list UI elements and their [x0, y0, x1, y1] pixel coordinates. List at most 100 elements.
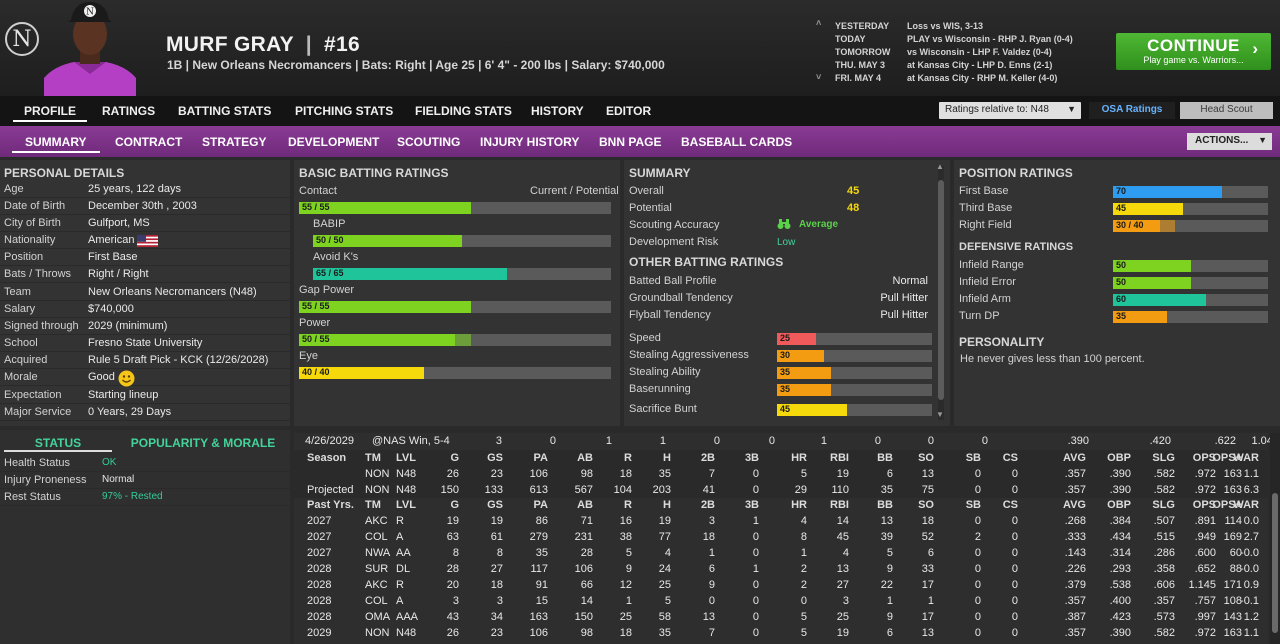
- stat-cell: 0: [1011, 611, 1018, 623]
- tab-pitching-stats[interactable]: PITCHING STATS: [295, 104, 394, 118]
- past-year-row[interactable]: 2027 AKC R 19 19 86 71 16 19 3 1 4 14 13 18 0 0.268.384.…: [294, 514, 1268, 530]
- running-rating-value: 35: [780, 367, 791, 377]
- stat-cell: 1.1: [1243, 627, 1259, 639]
- stat-cell: 3: [842, 595, 849, 607]
- subtab-scouting[interactable]: SCOUTING: [397, 135, 461, 149]
- stat-cell: -0.0: [1240, 547, 1259, 559]
- stat-cell: COL: [365, 531, 388, 543]
- schedule-game: PLAY vs Wisconsin - RHP J. Ryan (0-4): [907, 34, 1073, 44]
- defense-rating-bar: 50: [1113, 277, 1268, 289]
- stat-cell: 2: [800, 579, 807, 591]
- batting-rating-bar: 50 / 50: [313, 235, 611, 247]
- tab-editor[interactable]: EDITOR: [606, 104, 652, 118]
- team-logo[interactable]: N: [5, 22, 39, 56]
- tab-history[interactable]: HISTORY: [531, 104, 584, 118]
- ratings-relative-select[interactable]: Ratings relative to: N48 ▼: [939, 102, 1081, 119]
- stat-cell: 3: [452, 595, 459, 607]
- schedule-day: YESTERDAY: [835, 21, 890, 31]
- stat-cell: 3B: [744, 499, 759, 511]
- chevron-down-icon[interactable]: ˅: [816, 72, 822, 82]
- past-year-row[interactable]: 2027 COL A 63 61 279 231 38 77 18 0 8 45 39 52 2 0 .333 .4…: [294, 530, 1268, 546]
- personal-value: $740,000: [88, 303, 134, 315]
- batting-label: Power: [299, 317, 331, 329]
- batting-label: Gap Power: [299, 284, 355, 296]
- tab-ratings[interactable]: RATINGS: [102, 104, 156, 118]
- past-year-row[interactable]: 2028 COL A 3 3 15 14 1 5 0 0 0 3 1 1 0 0.357.400.357.757…: [294, 594, 1268, 610]
- schedule-row[interactable]: THU. MAY 3 at Kansas City - LHP D. Enns (…: [816, 60, 1086, 73]
- schedule-row[interactable]: TOMORROW vs Wisconsin - LHP F. Valdez (0-…: [816, 47, 1086, 60]
- stat-cell: BB: [877, 499, 893, 511]
- actions-dropdown[interactable]: ACTIONS... ▼: [1187, 133, 1272, 150]
- running-label: Sacrifice Bunt: [629, 403, 697, 415]
- schedule-row[interactable]: ˅ FRI. MAY 4 at Kansas City - RHP M. Kelle…: [816, 72, 1086, 86]
- chevron-down-icon[interactable]: ▼: [936, 410, 944, 419]
- head-scout-button[interactable]: Head Scout: [1180, 102, 1273, 119]
- stat-cell: OBP: [1107, 452, 1131, 464]
- batting-rating-current-fill: [313, 268, 507, 280]
- defense-rating-bar: 50: [1113, 260, 1268, 272]
- past-year-row[interactable]: 2028 SUR DL 28 27 117 106 9 24 6 1 2 13 9 33 0 0 .226 .293…: [294, 562, 1268, 578]
- tab-fielding-stats[interactable]: FIELDING STATS: [415, 104, 512, 118]
- osa-ratings-button[interactable]: OSA Ratings: [1089, 102, 1175, 119]
- stat-cell: 25: [658, 579, 671, 591]
- batting-rating-value: 55 / 55: [302, 301, 330, 311]
- season-row[interactable]: NON N48 26 23 106 98 18 35 7 0 5 19 6 13 0 0 .357 .390 .58…: [294, 467, 1268, 483]
- player-header: N N MURF GRAY | #16 1B | New Orleans Nec…: [0, 0, 1280, 96]
- position-ratings-title: POSITION RATINGS: [959, 166, 1073, 180]
- stat-cell: COL: [365, 595, 388, 607]
- past-year-row[interactable]: 2028 AKC R 20 18 91 66 12 25 9 0 2 27 22 17 0 0 .379 .538.…: [294, 578, 1268, 594]
- stat-cell: 163: [1223, 468, 1242, 480]
- stat-cell: NON: [365, 484, 390, 496]
- stat-cell: 203: [652, 484, 671, 496]
- stat-cell: 106: [529, 627, 548, 639]
- personal-row: [0, 215, 290, 232]
- defense-label: Infield Error: [959, 276, 1016, 288]
- continue-button[interactable]: CONTINUE Play game vs. Warriors... ›: [1116, 33, 1271, 70]
- stat-cell: NWA: [365, 547, 391, 559]
- stat-cell: 0: [974, 547, 981, 559]
- status-tab[interactable]: STATUS: [4, 432, 112, 452]
- subtab-baseball-cards[interactable]: BASEBALL CARDS: [681, 135, 793, 149]
- running-rating-bar: 45: [777, 404, 932, 416]
- past-year-row[interactable]: 2029 NON N48 26 23 106 98 18 35 7 0 5 19 6 13 0 0 .357 .39…: [294, 626, 1268, 642]
- popularity-morale-tab[interactable]: POPULARITY & MORALE: [130, 436, 276, 450]
- past-year-row[interactable]: 2027 NWA AA 8 8 35 28 5 4 1 0 1 4 5 6 0 0.143.314.286.60…: [294, 546, 1268, 562]
- subtab-injury-history[interactable]: INJURY HISTORY: [480, 135, 580, 149]
- personal-row: [0, 387, 290, 404]
- stat-cell: 567: [574, 484, 593, 496]
- stat-cell: 0: [974, 579, 981, 591]
- batting-rating-value: 65 / 65: [316, 268, 344, 278]
- defense-rating-value: 50: [1116, 260, 1127, 270]
- tab-profile[interactable]: PROFILE: [13, 104, 88, 122]
- personal-label: Expectation: [4, 389, 62, 401]
- stat-cell: .423: [1109, 611, 1131, 623]
- season-row[interactable]: Projected NON N48 150 133 613 567 104 203 41 0 29 11…: [294, 483, 1268, 499]
- batting-rating-current-fill: [299, 367, 424, 379]
- stats-scrollbar[interactable]: [1270, 433, 1280, 644]
- defense-rating-current-fill: [1113, 277, 1191, 289]
- subtab-development[interactable]: DEVELOPMENT: [288, 135, 380, 149]
- schedule-row[interactable]: TODAY PLAY vs Wisconsin - RHP J. Ryan (0-…: [816, 34, 1086, 47]
- personal-row: [0, 284, 290, 301]
- ratings-select-value: Ratings relative to: N48: [945, 104, 1049, 115]
- summary-scrollbar[interactable]: [938, 166, 944, 420]
- stat-cell: 33: [921, 563, 934, 575]
- tab-batting-stats[interactable]: BATTING STATS: [178, 104, 272, 118]
- stat-cell: 279: [529, 531, 548, 543]
- stat-cell: .891: [1194, 515, 1216, 527]
- past-year-row[interactable]: 2028 OMA AAA 43 34 163 150 25 58 13 0 5 25 9 17 0 0 .387.…: [294, 610, 1268, 626]
- chevron-up-icon[interactable]: ▲: [936, 162, 944, 171]
- stat-cell: 0: [974, 484, 981, 496]
- subtab-summary[interactable]: SUMMARY: [12, 135, 100, 153]
- chevron-up-icon[interactable]: ˄: [816, 18, 822, 28]
- subtab-contract[interactable]: CONTRACT: [115, 135, 183, 149]
- defense-rating-value: 60: [1116, 294, 1127, 304]
- last-game-row[interactable]: 4/26/2029 @NAS Win, 5-4 3 0 1 1 0 0 1 0 0 0 .390 .420…: [294, 434, 1279, 450]
- subtab-strategy[interactable]: STRATEGY: [202, 135, 267, 149]
- schedule-row[interactable]: ˄ YESTERDAY Loss vs WIS, 3-13: [816, 18, 1086, 34]
- stat-cell: .268: [1064, 515, 1086, 527]
- stat-cell: .226: [1064, 563, 1086, 575]
- personal-row: [0, 266, 290, 283]
- stat-cell: 9: [625, 563, 632, 575]
- subtab-bnn-page[interactable]: BNN PAGE: [599, 135, 662, 149]
